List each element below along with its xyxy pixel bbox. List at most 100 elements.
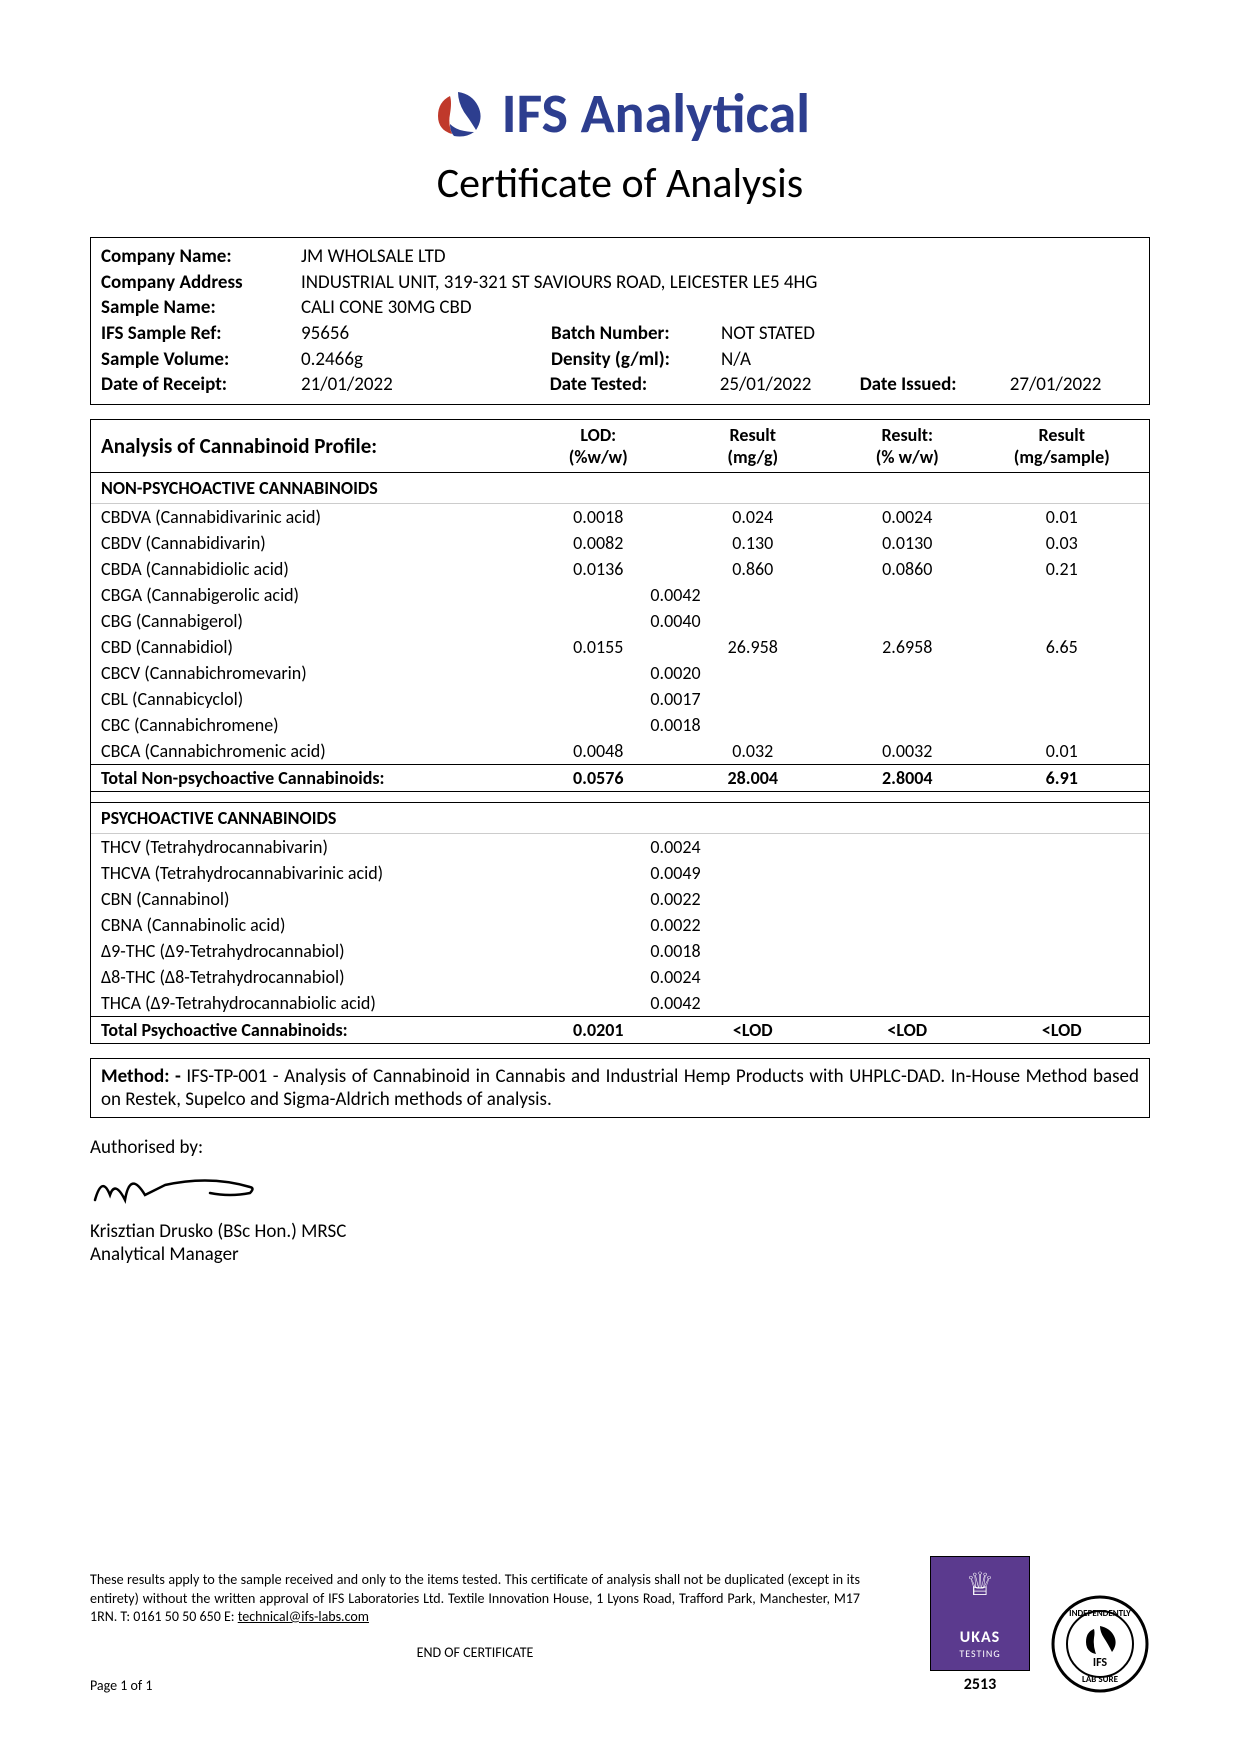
nonpsy-r1: 0.032: [676, 740, 831, 762]
nonpsy-total-row: Total Non-psychoactive Cannabinoids: 0.0…: [91, 764, 1149, 791]
psy-row: THCVA (Tetrahydrocannabivarinic acid)0.0…: [91, 860, 1149, 886]
analysis-table: Analysis of Cannabinoid Profile: LOD:(%w…: [90, 419, 1150, 1044]
col-r2b: (% w/w): [830, 446, 985, 468]
nonpsy-name: CBCV (Cannabichromevarin): [101, 662, 521, 684]
psy-lod: 0.0024: [521, 966, 830, 988]
svg-text:IFS: IFS: [1093, 1656, 1108, 1670]
psy-lod: 0.0042: [521, 992, 830, 1014]
nonpsy-name: CBDVA (Cannabidivarinic acid): [101, 506, 521, 528]
sample-name-label: Sample Name:: [101, 295, 301, 321]
nonpsy-lod: 0.0155: [521, 636, 676, 658]
nonpsy-r1: [830, 688, 1139, 710]
brand-name: IFS Analytical: [502, 80, 811, 148]
auth-title: Analytical Manager: [90, 1243, 1150, 1266]
nonpsy-total-lod: 0.0576: [521, 767, 676, 789]
nonpsy-r1: [830, 714, 1139, 736]
logo-icon: [430, 88, 490, 140]
nonpsy-total-r3: 6.91: [985, 767, 1140, 789]
psy-row: CBN (Cannabinol)0.0022: [91, 886, 1149, 912]
nonpsy-lod: 0.0042: [521, 584, 830, 606]
psy-total-r2: <LOD: [830, 1019, 985, 1041]
receipt-label: Date of Receipt:: [101, 372, 301, 398]
nonpsy-r3: 0.01: [985, 506, 1140, 528]
sample-vol: 0.2466g: [301, 347, 551, 373]
svg-text:INDEPENDENTLY: INDEPENDENTLY: [1069, 1608, 1131, 1619]
psy-name: THCA (Δ9-Tetrahydrocannabiolic acid): [101, 992, 521, 1014]
col-r3b: (mg/sample): [985, 446, 1140, 468]
sample-ref: 95656: [301, 321, 551, 347]
nonpsy-lod: 0.0048: [521, 740, 676, 762]
info-box: Company Name: JM WHOLSALE LTD Company Ad…: [90, 237, 1150, 405]
tested-label: Date Tested:: [550, 372, 720, 398]
psy-header: PSYCHOACTIVE CANNABINOIDS: [91, 803, 1149, 834]
nonpsy-header: NON-PSYCHOACTIVE CANNABINOIDS: [91, 473, 1149, 504]
psy-r1: [830, 992, 1139, 1014]
nonpsy-row: CBCV (Cannabichromevarin)0.0020: [91, 660, 1149, 686]
nonpsy-r3: 0.21: [985, 558, 1140, 580]
col-lod-2: (%w/w): [521, 446, 676, 468]
nonpsy-lod: 0.0017: [521, 688, 830, 710]
footer: These results apply to the sample receiv…: [90, 1571, 1150, 1694]
auth-name: Krisztian Drusko (BSc Hon.) MRSC: [90, 1220, 1150, 1243]
psy-row: THCA (Δ9-Tetrahydrocannabiolic acid)0.00…: [91, 990, 1149, 1016]
col-lod-1: LOD:: [521, 424, 676, 446]
ukas-badge: ♕ UKAS TESTING 2513: [930, 1556, 1030, 1694]
psy-r1: [830, 966, 1139, 988]
nonpsy-r2: 0.0032: [830, 740, 985, 762]
nonpsy-r1: 0.024: [676, 506, 831, 528]
sample-vol-label: Sample Volume:: [101, 347, 301, 373]
method-text: IFS-TP-001 - Analysis of Cannabinoid in …: [101, 1065, 1139, 1111]
nonpsy-name: CBC (Cannabichromene): [101, 714, 521, 736]
psy-r1: [830, 862, 1139, 884]
issued-label: Date Issued:: [860, 372, 1010, 398]
nonpsy-lod: 0.0040: [521, 610, 830, 632]
crown-icon: ♕: [966, 1565, 995, 1604]
disclaimer-text: These results apply to the sample receiv…: [90, 1571, 860, 1624]
psy-name: THCV (Tetrahydrocannabivarin): [101, 836, 521, 858]
psy-row: Δ8-THC (Δ8-Tetrahydrocannabiol)0.0024: [91, 964, 1149, 990]
nonpsy-r1: [830, 662, 1139, 684]
nonpsy-r1: 0.860: [676, 558, 831, 580]
method-label: Method: -: [101, 1065, 186, 1088]
disclaimer: These results apply to the sample receiv…: [90, 1571, 860, 1626]
issued: 27/01/2022: [1010, 372, 1139, 398]
nonpsy-lod: 0.0082: [521, 532, 676, 554]
psy-total-r1: <LOD: [676, 1019, 831, 1041]
footer-email[interactable]: technical@ifs-labs.com: [238, 1608, 369, 1625]
sample-ref-label: IFS Sample Ref:: [101, 321, 301, 347]
nonpsy-name: CBDV (Cannabidivarin): [101, 532, 521, 554]
company-address-label: Company Address: [101, 270, 301, 296]
nonpsy-name: CBCA (Cannabichromenic acid): [101, 740, 521, 762]
nonpsy-r2: 2.6958: [830, 636, 985, 658]
col-r1a: Result: [676, 424, 831, 446]
psy-lod: 0.0022: [521, 888, 830, 910]
ifs-seal-icon: INDEPENDENTLY LAB SURE IFS: [1050, 1594, 1150, 1694]
psy-r1: [830, 940, 1139, 962]
nonpsy-row: CBD (Cannabidiol)0.015526.9582.69586.65: [91, 634, 1149, 660]
nonpsy-total-r1: 28.004: [676, 767, 831, 789]
batch: NOT STATED: [721, 321, 861, 347]
psy-name: THCVA (Tetrahydrocannabivarinic acid): [101, 862, 521, 884]
ukas-number: 2513: [930, 1675, 1030, 1694]
nonpsy-r2: 0.0860: [830, 558, 985, 580]
density-label: Density (g/ml):: [551, 347, 721, 373]
authorisation: Authorised by: Krisztian Drusko (BSc Hon…: [90, 1136, 1150, 1266]
psy-total-lod: 0.0201: [521, 1019, 676, 1041]
nonpsy-r1: 0.130: [676, 532, 831, 554]
nonpsy-lod: 0.0018: [521, 714, 830, 736]
nonpsy-r3: 0.01: [985, 740, 1140, 762]
tested: 25/01/2022: [720, 372, 860, 398]
nonpsy-lod: 0.0018: [521, 506, 676, 528]
psy-row: Δ9-THC (Δ9-Tetrahydrocannabiol)0.0018: [91, 938, 1149, 964]
psy-total-name: Total Psychoactive Cannabinoids:: [101, 1019, 521, 1041]
nonpsy-r3: 0.03: [985, 532, 1140, 554]
company-name: JM WHOLSALE LTD: [301, 244, 1139, 270]
nonpsy-name: CBG (Cannabigerol): [101, 610, 521, 632]
company-name-label: Company Name:: [101, 244, 301, 270]
psy-total-r3: <LOD: [985, 1019, 1140, 1041]
sample-name: CALI CONE 30MG CBD: [301, 295, 1139, 321]
psy-lod: 0.0024: [521, 836, 830, 858]
ukas-label: UKAS: [960, 1628, 1000, 1647]
psy-r1: [830, 888, 1139, 910]
analysis-title: Analysis of Cannabinoid Profile:: [101, 424, 521, 468]
